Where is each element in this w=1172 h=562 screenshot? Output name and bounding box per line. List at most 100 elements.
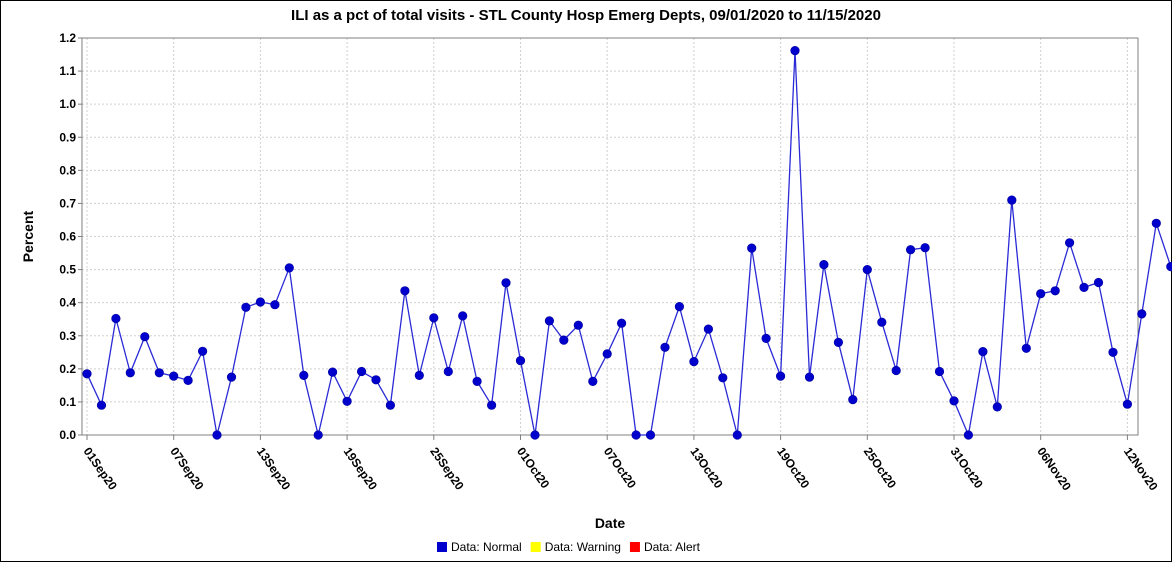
series-normal	[82, 45, 1172, 440]
data-point	[1079, 282, 1089, 293]
x-tick-label: 06Nov20	[1034, 445, 1074, 494]
data-point	[429, 313, 439, 323]
data-point	[1050, 286, 1060, 296]
data-point	[284, 263, 294, 273]
y-tick-label: 0.6	[59, 230, 76, 244]
data-point	[226, 372, 237, 382]
data-point	[270, 300, 280, 310]
x-axis-ticks: 01Sep20 07Sep20 13Sep20 19Sep20 25Sep20 01Oct…	[81, 434, 1161, 494]
data-point	[819, 260, 829, 270]
y-axis-ticks: 0.0 0.1 0.2 0.3 0.4 0.5 0.6 0.7 0.8 0.9 1.0 1.1 1.2	[59, 31, 82, 442]
plot-area	[81, 37, 1139, 436]
y-tick-label: 0.3	[59, 329, 76, 343]
data-point	[718, 373, 728, 383]
data-point	[934, 366, 945, 377]
data-point	[616, 318, 627, 328]
data-point	[1021, 343, 1031, 353]
data-point	[96, 400, 107, 410]
x-tick-label: 01Sep20	[81, 445, 121, 493]
data-point	[747, 243, 757, 253]
data-point	[111, 313, 121, 324]
data-point	[328, 367, 338, 377]
data-point	[588, 376, 598, 387]
data-point	[804, 372, 815, 382]
data-point	[169, 371, 179, 381]
data-point	[385, 400, 396, 410]
x-tick-label: 07Oct20	[601, 445, 639, 492]
data-point	[125, 368, 135, 378]
data-point	[487, 400, 497, 410]
legend-swatch	[629, 542, 640, 552]
legend-swatch	[530, 542, 541, 552]
data-point	[299, 370, 309, 381]
x-axis-label: Date	[595, 515, 626, 531]
data-point	[992, 402, 1002, 412]
legend-label: Data: Alert	[644, 540, 701, 554]
x-tick-label: 19Sep20	[341, 445, 381, 493]
data-point	[458, 311, 468, 321]
data-point	[357, 366, 367, 377]
data-point	[775, 371, 786, 381]
y-tick-label: 0.9	[59, 130, 76, 144]
y-axis-label: Percent	[20, 210, 36, 262]
data-point	[602, 349, 612, 359]
y-tick-label: 1.2	[59, 31, 76, 45]
data-point	[978, 347, 988, 357]
data-point	[400, 286, 410, 296]
grid-lines	[82, 37, 1138, 435]
y-tick-label: 0.2	[59, 362, 76, 376]
data-point	[559, 335, 569, 345]
data-point	[82, 369, 92, 379]
data-point	[241, 302, 251, 312]
data-point	[515, 356, 526, 366]
data-point	[313, 430, 323, 440]
data-point	[848, 395, 858, 405]
x-tick-label: 07Sep20	[167, 445, 207, 493]
y-tick-label: 0.5	[59, 263, 76, 277]
data-point	[544, 316, 555, 326]
data-point	[414, 370, 424, 381]
data-point	[1122, 399, 1132, 409]
data-point	[631, 430, 641, 440]
y-tick-label: 1.1	[59, 64, 76, 78]
data-point	[1093, 277, 1104, 288]
legend: Data: Normal Data: Warning Data: Alert	[437, 540, 701, 554]
y-tick-label: 0.8	[59, 163, 76, 177]
y-tick-label: 0.0	[59, 428, 76, 442]
data-point	[1166, 262, 1172, 272]
data-point	[1064, 238, 1075, 248]
chart-title: ILI as a pct of total visits - STL Count…	[291, 7, 881, 24]
y-tick-label: 0.4	[59, 296, 76, 310]
data-point	[833, 337, 844, 348]
data-point	[501, 278, 511, 288]
data-point	[255, 297, 266, 307]
data-point	[212, 430, 222, 440]
data-point	[790, 45, 800, 56]
series-line	[86, 50, 1172, 438]
x-tick-label: 19Oct20	[774, 445, 812, 492]
data-point	[963, 430, 974, 440]
x-tick-label: 31Oct20	[948, 445, 986, 492]
data-point	[862, 265, 872, 275]
data-point	[877, 317, 887, 327]
data-point	[1137, 309, 1147, 319]
data-point	[891, 365, 901, 376]
data-point	[371, 375, 381, 385]
data-point	[1036, 289, 1046, 299]
x-tick-label: 13Oct20	[687, 445, 725, 492]
data-point	[660, 342, 670, 352]
y-tick-label: 0.7	[59, 196, 76, 210]
data-point	[140, 332, 150, 342]
y-tick-label: 1.0	[59, 97, 76, 111]
data-point	[1108, 347, 1118, 357]
data-point	[342, 396, 352, 406]
data-point	[645, 430, 656, 440]
data-point	[1007, 195, 1017, 205]
x-tick-label: 12Nov20	[1121, 445, 1161, 494]
legend-label: Data: Warning	[545, 540, 621, 554]
data-point	[703, 324, 714, 334]
x-tick-label: 25Oct20	[861, 445, 899, 492]
data-point	[949, 396, 959, 406]
legend-label: Data: Normal	[451, 540, 522, 554]
